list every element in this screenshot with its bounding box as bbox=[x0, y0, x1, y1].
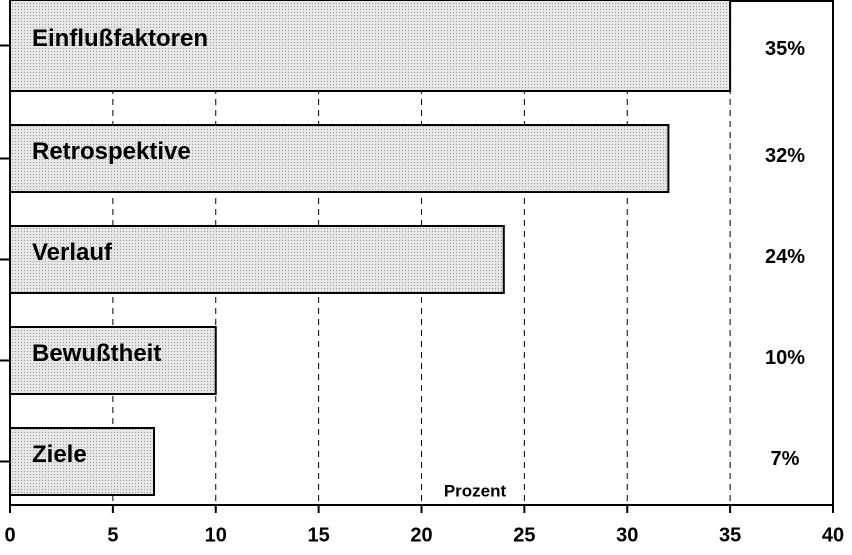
x-tick-label: 5 bbox=[107, 524, 118, 546]
value-label: 32% bbox=[765, 145, 805, 167]
bar bbox=[9, 0, 732, 92]
value-label: 7% bbox=[771, 448, 800, 470]
value-label: 24% bbox=[765, 246, 805, 268]
bar bbox=[9, 427, 156, 496]
x-tick-label: 20 bbox=[410, 524, 432, 546]
x-tick-label: 25 bbox=[513, 524, 535, 546]
bar bbox=[9, 326, 217, 395]
category-label: Ziele bbox=[32, 441, 87, 468]
x-tick-label: 10 bbox=[205, 524, 227, 546]
category-label: Einflußfaktoren bbox=[32, 25, 208, 52]
category-label: Verlauf bbox=[32, 239, 113, 266]
x-axis-label: Prozent bbox=[444, 481, 507, 500]
x-tick-label: 15 bbox=[308, 524, 330, 546]
value-label: 35% bbox=[765, 38, 805, 60]
category-label: Bewußtheit bbox=[32, 340, 161, 367]
bar bbox=[9, 225, 505, 294]
category-label: Retrospektive bbox=[32, 138, 191, 165]
x-tick-label: 0 bbox=[4, 524, 15, 546]
bar bbox=[9, 124, 670, 193]
x-tick-label: 40 bbox=[822, 524, 844, 546]
value-label: 10% bbox=[765, 347, 805, 369]
x-tick-label: 30 bbox=[616, 524, 638, 546]
x-tick-label: 35 bbox=[719, 524, 741, 546]
